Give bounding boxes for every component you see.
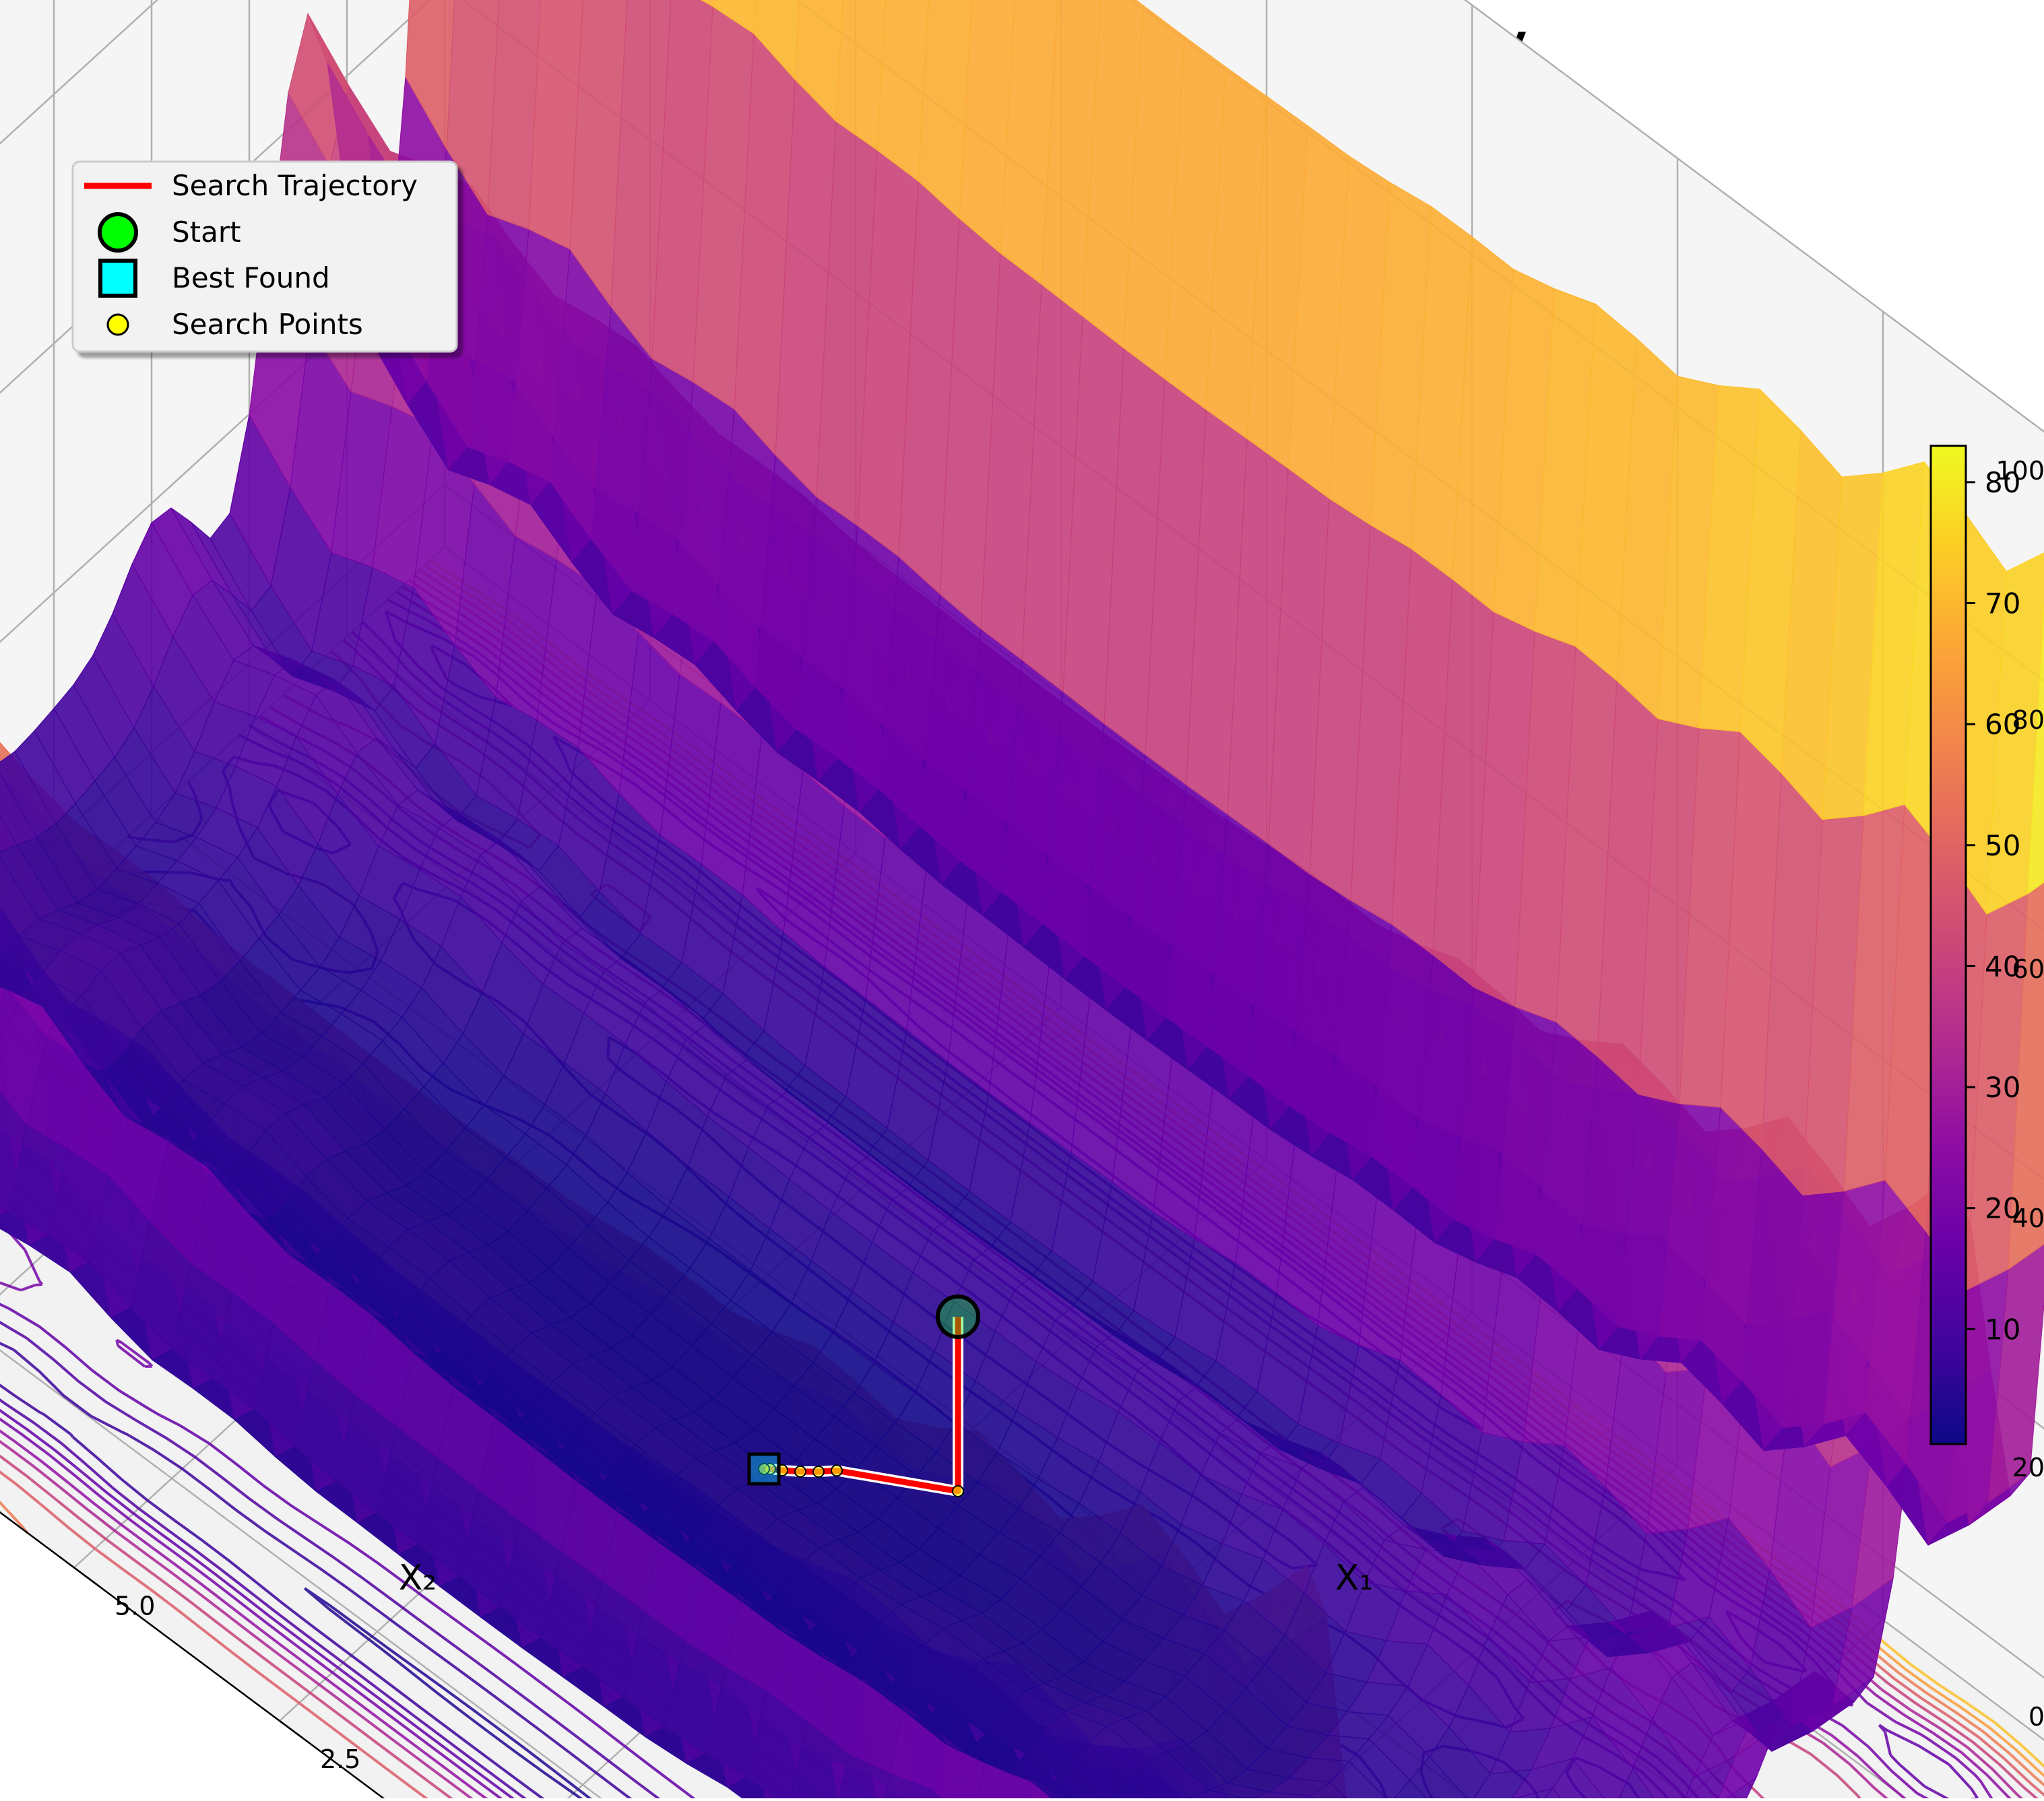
legend-trajectory-label: Search Trajectory [172,169,418,202]
colorbar-gradient [1931,446,1966,1444]
legend: Search Trajectory Start Best Found Searc… [73,162,457,352]
x2-axis-label: X₂ [399,1558,437,1598]
z-tick-label: 100 [1995,456,2044,486]
colorbar-tick-label: 10 [1985,1313,2020,1346]
z-tick-label: 80 [2012,705,2044,735]
search-point [831,1465,842,1476]
z-tick-label: 0 [2029,1702,2044,1732]
x1-axis-label: X₁ [1335,1558,1373,1598]
z-tick-label: 40 [2012,1204,2044,1233]
search-point [795,1466,806,1477]
legend-best-label: Best Found [172,261,330,294]
colorbar-tick-label: 30 [1985,1071,2020,1104]
search-point [813,1466,824,1477]
legend-best-icon [100,261,135,296]
z-tick-label: 60 [2012,954,2044,984]
best-found-marker [749,1454,779,1484]
legend-start-icon [100,214,136,251]
search-point [953,1486,963,1497]
z-tick-label: 20 [2012,1453,2044,1482]
x1-tick-label: 2.5 [320,1744,360,1774]
x1-tick-label: 5.0 [115,1592,155,1621]
legend-points-icon [108,315,128,335]
colorbar-tick-label: 70 [1985,587,2020,620]
colorbar-tick-label: 50 [1985,829,2020,862]
start-marker [938,1297,978,1337]
legend-start-label: Start [172,216,241,249]
legend-points-label: Search Points [172,308,363,341]
